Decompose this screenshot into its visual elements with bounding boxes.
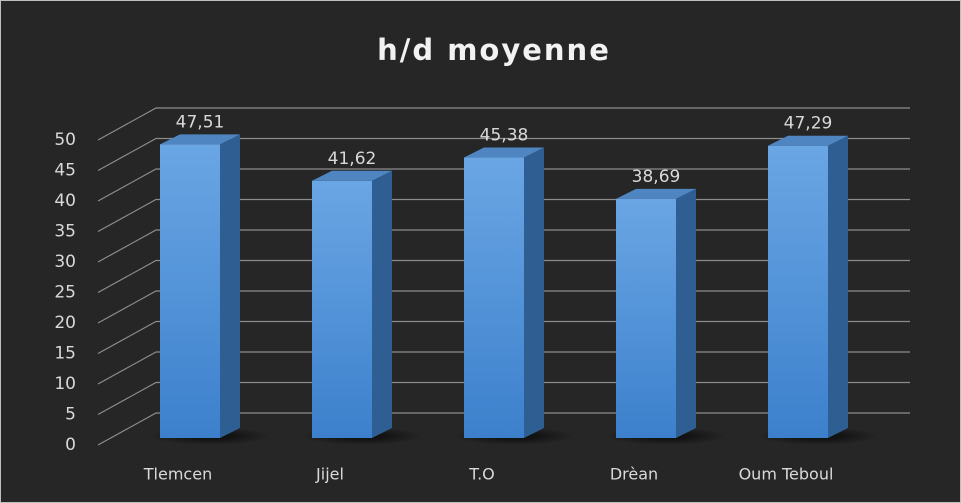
- x-tick-label: T.O: [468, 465, 495, 484]
- value-label: 38,69: [632, 167, 681, 187]
- y-tick-label: 25: [54, 283, 76, 303]
- bar: [464, 157, 524, 438]
- y-tick-label: 0: [65, 435, 76, 455]
- x-tick-label: Tlemcen: [143, 465, 212, 484]
- value-label: 41,62: [328, 149, 377, 169]
- bar: [768, 145, 828, 438]
- grid-line: [97, 137, 910, 172]
- x-tick-label: Oum Teboul: [739, 465, 834, 484]
- y-tick-label: 50: [54, 130, 76, 150]
- bar-top: [616, 188, 696, 199]
- bar-side: [220, 134, 240, 439]
- bar: [160, 144, 220, 439]
- bar-side: [828, 135, 848, 438]
- x-tick-label: Jijel: [315, 465, 344, 484]
- y-tick-label: 45: [54, 161, 76, 181]
- bar: [312, 180, 372, 439]
- bar: [616, 198, 676, 438]
- y-tick-label: 20: [54, 313, 76, 333]
- y-tick-label: 30: [54, 252, 76, 272]
- grid-line: [97, 107, 910, 141]
- y-tick-label: 5: [65, 405, 76, 425]
- y-tick-label: 40: [54, 191, 76, 211]
- bar-side: [372, 170, 392, 439]
- x-tick-label: Drèan: [610, 465, 658, 484]
- chart-title: h/d moyenne: [377, 33, 611, 67]
- bar-top: [464, 147, 544, 158]
- value-label: 47,51: [176, 112, 225, 132]
- bar-top: [768, 135, 848, 146]
- y-tick-label: 10: [54, 374, 76, 394]
- grid-line: [97, 168, 910, 202]
- y-tick-label: 35: [54, 222, 76, 242]
- bar-top: [312, 170, 392, 181]
- bar-side: [676, 188, 696, 438]
- y-tick-label: 15: [54, 344, 76, 364]
- value-label: 47,29: [784, 114, 833, 134]
- bar-side: [524, 147, 544, 438]
- bar-top: [160, 134, 240, 145]
- value-label: 45,38: [480, 126, 529, 146]
